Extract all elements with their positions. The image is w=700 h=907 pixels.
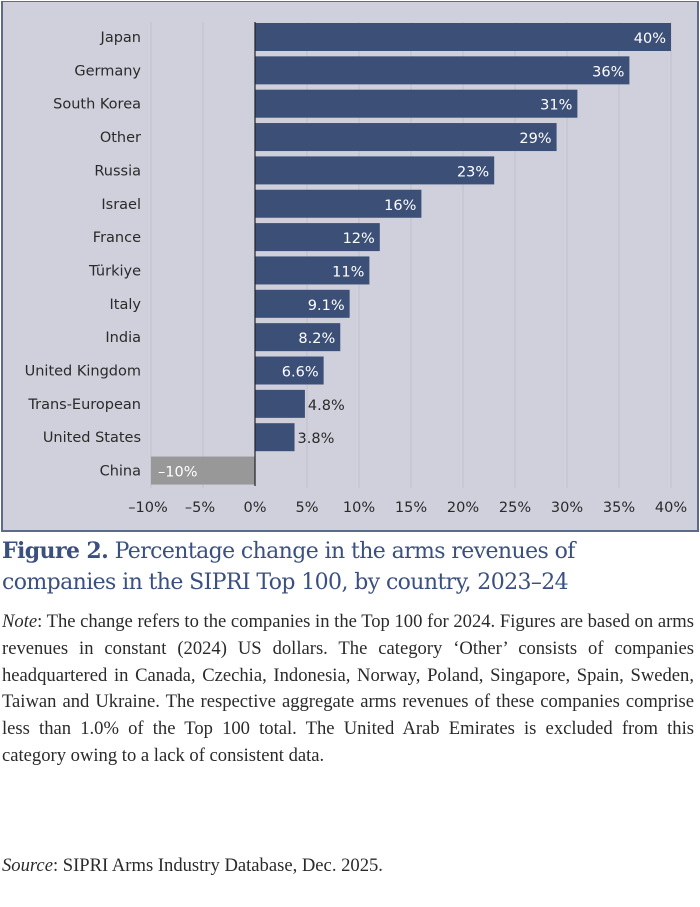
x-tick-label: 15% xyxy=(395,500,427,516)
data-label: 23% xyxy=(457,164,489,180)
category-label: France xyxy=(93,230,141,246)
category-label: India xyxy=(105,330,141,346)
category-label: Türkiye xyxy=(88,263,141,279)
x-tick-label: –5% xyxy=(185,500,215,516)
note-label: Note xyxy=(2,611,38,632)
gridlines xyxy=(150,22,672,488)
data-label: 36% xyxy=(592,64,624,80)
data-label: 6.6% xyxy=(282,365,319,381)
data-label: 12% xyxy=(343,231,375,247)
bar xyxy=(255,156,495,185)
bar xyxy=(255,323,341,352)
category-label: United Kingdom xyxy=(25,364,141,380)
bar xyxy=(255,289,350,318)
data-label: 3.8% xyxy=(298,431,335,447)
value-labels: 40% 36% 31% 29% 23% 16% 12% 11% 9.1% 8.2% 6.6% 4.8%… xyxy=(158,31,666,481)
figure-note: Note: The change refers to the companies… xyxy=(2,609,694,770)
category-label: Trans-European xyxy=(27,397,141,413)
data-label: –10% xyxy=(158,465,197,481)
source-label: Source xyxy=(2,855,53,876)
bar xyxy=(255,223,380,252)
x-tick-label: 35% xyxy=(603,500,635,516)
figure-source: Source: SIPRI Arms Industry Database, De… xyxy=(2,853,694,879)
data-label: 16% xyxy=(384,198,416,214)
bar xyxy=(255,56,630,85)
category-label: Germany xyxy=(74,63,141,79)
bars xyxy=(151,23,671,485)
x-tick-label: 25% xyxy=(499,500,531,516)
figure-caption: Figure 2. Percentage change in the arms … xyxy=(2,536,692,598)
bar xyxy=(151,456,255,485)
data-label: 9.1% xyxy=(308,298,345,314)
bar xyxy=(255,356,324,385)
bar xyxy=(255,89,578,118)
note-text: : The change refers to the companies in … xyxy=(2,611,694,766)
x-tick-label: –10% xyxy=(128,500,167,516)
category-label: Japan xyxy=(100,30,141,46)
bar xyxy=(255,23,671,51)
bar xyxy=(255,123,557,152)
category-label: Italy xyxy=(110,297,142,313)
category-label: Israel xyxy=(101,197,141,213)
category-label: China xyxy=(100,464,141,480)
bar-chart: Japan Germany South Korea Other Russia Israel… xyxy=(25,22,687,516)
x-tick-labels: –10% –5% 0% 5% 10% 15% 20% 25% 30% 35% 40% xyxy=(128,500,687,516)
category-labels: Japan Germany South Korea Other Russia Israel… xyxy=(25,30,142,480)
data-label: 11% xyxy=(332,264,364,280)
bar xyxy=(255,189,422,218)
category-label: Russia xyxy=(94,163,141,179)
bar xyxy=(255,389,305,418)
x-tick-label: 30% xyxy=(551,500,583,516)
x-tick-label: 40% xyxy=(655,500,687,516)
source-text: : SIPRI Arms Industry Database, Dec. 202… xyxy=(52,855,383,876)
data-label: 40% xyxy=(634,31,666,47)
data-label: 4.8% xyxy=(308,398,345,414)
category-label: Other xyxy=(100,130,141,146)
bar xyxy=(255,256,370,285)
x-tick-label: 0% xyxy=(243,500,266,516)
figure-title: Percentage change in the arms revenues o… xyxy=(2,539,575,595)
category-label: United States xyxy=(43,430,141,446)
x-tick-label: 10% xyxy=(343,500,375,516)
figure-label: Figure 2. xyxy=(2,538,109,564)
category-label: South Korea xyxy=(53,97,141,113)
data-label: 29% xyxy=(519,131,551,147)
data-label: 8.2% xyxy=(298,331,335,347)
data-label: 31% xyxy=(540,98,572,114)
bar xyxy=(255,423,295,452)
x-tick-label: 20% xyxy=(447,500,479,516)
x-tick-label: 5% xyxy=(295,500,318,516)
